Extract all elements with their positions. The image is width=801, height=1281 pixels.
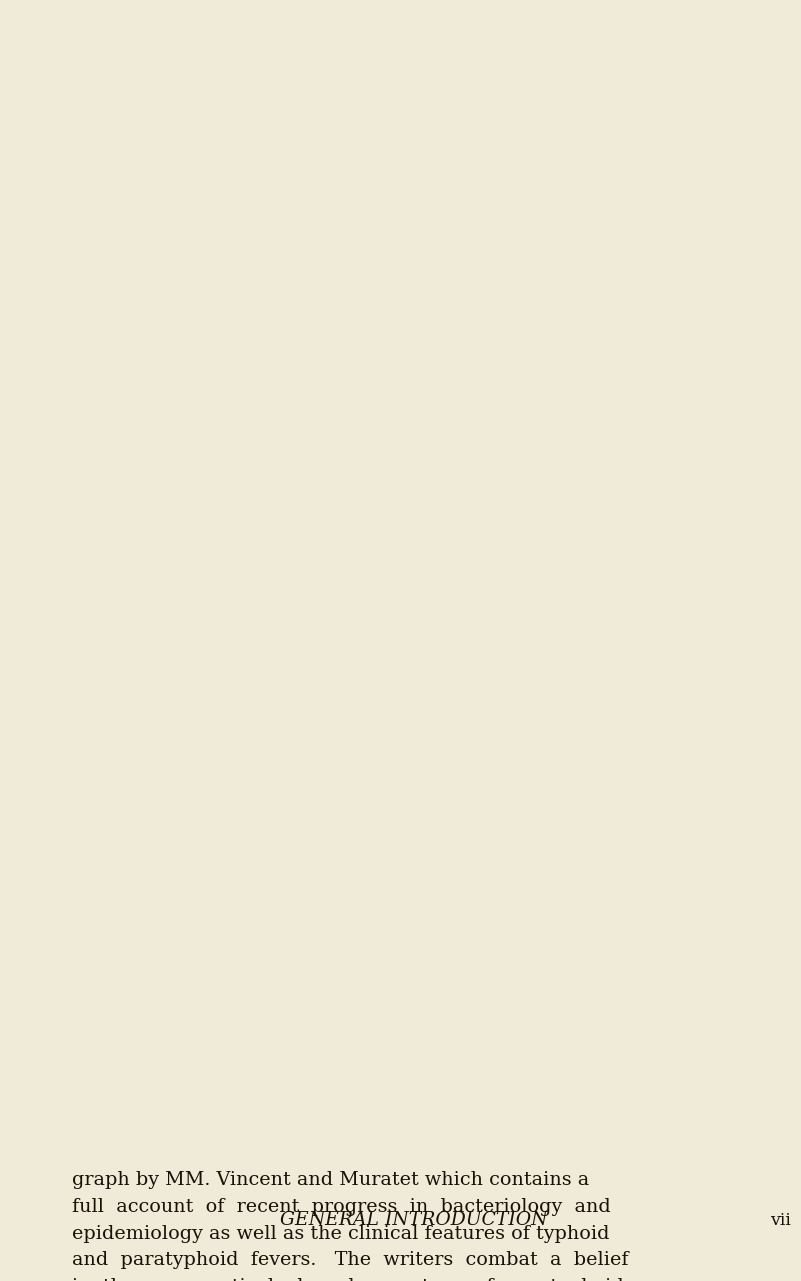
Text: in  the  comparatively  harmless  nature  of  paratyphoid: in the comparatively harmless nature of … bbox=[72, 1278, 624, 1281]
Text: and  paratyphoid  fevers.   The  writers  combat  a  belief: and paratyphoid fevers. The writers comb… bbox=[72, 1252, 629, 1269]
Text: graph by MM. Vincent and Muratet which contains a: graph by MM. Vincent and Muratet which c… bbox=[72, 1171, 590, 1189]
Text: GENERAL INTRODUCTION: GENERAL INTRODUCTION bbox=[280, 1211, 547, 1228]
Text: vii: vii bbox=[770, 1212, 791, 1228]
Text: epidemiology as well as the clinical features of typhoid: epidemiology as well as the clinical fea… bbox=[72, 1225, 610, 1243]
Text: full  account  of  recent  progress  in  bacteriology  and: full account of recent progress in bacte… bbox=[72, 1198, 610, 1216]
